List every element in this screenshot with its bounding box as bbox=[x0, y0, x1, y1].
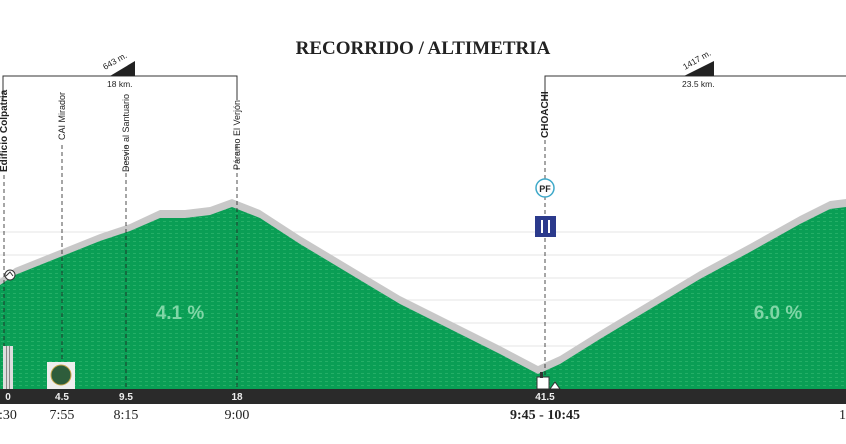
pf-icon: PF bbox=[535, 178, 555, 198]
distance-axis bbox=[0, 389, 846, 404]
climb-2-distance: 23.5 km. bbox=[682, 79, 715, 89]
waypoint-label: Páramo El Verjón bbox=[232, 100, 242, 170]
time-label-edge: 1 bbox=[839, 408, 846, 423]
km-label: 9.5 bbox=[119, 392, 133, 403]
climb-1-gradient: 4.1 % bbox=[156, 303, 205, 324]
waypoint-label: CHOACHI bbox=[540, 91, 551, 138]
police-badge-icon bbox=[47, 362, 75, 389]
elevation-profile bbox=[0, 207, 846, 389]
time-label: 7:30 bbox=[0, 408, 17, 423]
waypoint-label: Edificio Colpatria bbox=[0, 89, 10, 172]
time-label: 9:00 bbox=[225, 408, 250, 423]
km-label: 18 bbox=[231, 392, 243, 403]
start-marker-icon bbox=[3, 346, 13, 389]
climb-1-bracket: 643 m. 18 km. bbox=[2, 50, 238, 100]
time-label: 9:45 - 10:45 bbox=[510, 408, 580, 423]
time-label: 8:15 bbox=[114, 408, 139, 423]
climb-1-distance: 18 km. bbox=[107, 79, 133, 89]
km-label: 41.5 bbox=[535, 392, 555, 403]
km-label: 4.5 bbox=[55, 392, 69, 403]
climb-gradient-triangle bbox=[110, 61, 135, 76]
svg-text:PF: PF bbox=[539, 184, 551, 194]
climb-gradient-triangle bbox=[684, 61, 714, 76]
food-icon bbox=[535, 216, 556, 237]
climb-2-gradient: 6.0 % bbox=[754, 303, 803, 324]
climb-2-bracket: 1417 m. 23.5 km. bbox=[544, 48, 846, 100]
waypoint-label: CAI Mirador bbox=[57, 92, 67, 140]
km-label: 0 bbox=[5, 392, 11, 403]
waypoint-label: Desvio al Santuario bbox=[121, 94, 131, 172]
page-title: RECORRIDO / ALTIMETRIA bbox=[296, 38, 551, 59]
cyclist-icon bbox=[4, 269, 16, 281]
time-label: 7:55 bbox=[50, 408, 75, 423]
